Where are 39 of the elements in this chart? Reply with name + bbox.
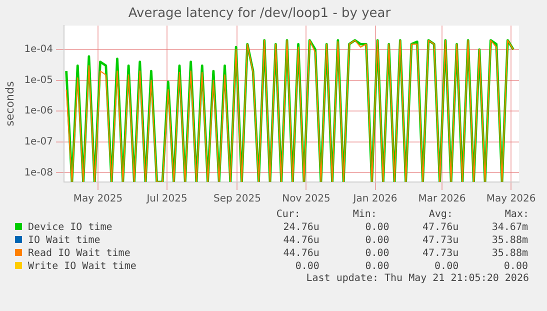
text: 0.00 (364, 221, 390, 234)
y-tick-label: 1e-04 (24, 44, 54, 56)
x-tick-label: Jan 2026 (352, 194, 398, 205)
legend-label: Device IO time (27, 221, 114, 234)
text: 34.67m (490, 221, 529, 234)
text: 44.76u (282, 234, 320, 247)
text: 35.88m (490, 247, 529, 260)
text: 44.76u (282, 247, 320, 260)
text: 0.00 (364, 234, 390, 247)
text: 47.76u (422, 221, 460, 234)
text: 0.00 (502, 260, 529, 273)
text: 0.00 (294, 260, 320, 273)
legend-label: Write IO Wait time (27, 260, 138, 273)
x-tick-label: Sep 2025 (213, 194, 261, 205)
x-tick-label: Jul 2025 (146, 194, 188, 205)
text: Cur: (275, 208, 302, 221)
text: Max: (504, 208, 529, 221)
x-tick-label: May 2025 (73, 194, 123, 205)
text: 0.00 (364, 247, 390, 260)
legend-label: IO Wait time (27, 234, 102, 247)
y-tick-label: 1e-08 (24, 167, 54, 178)
x-tick-label: Mar 2026 (418, 194, 466, 205)
text: 47.73u (422, 247, 460, 260)
x-tick-label: Nov 2025 (282, 194, 330, 205)
text: 0.00 (434, 260, 460, 273)
x-tick-label: May 2026 (486, 194, 536, 205)
legend-label: Read IO Wait time (27, 247, 132, 260)
text: Min: (352, 208, 378, 221)
y-axis-title: seconds (3, 81, 16, 126)
text: 0.00 (364, 260, 390, 273)
text: 24.76u (282, 221, 320, 234)
y-tick-label: 1e-07 (24, 136, 54, 148)
text: Avg: (428, 208, 454, 221)
y-tick-label: 1e-05 (24, 74, 54, 86)
chart-title: Average latency for /dev/loop1 - by year (128, 6, 392, 22)
y-tick-label: 1e-06 (24, 106, 54, 117)
text: Last update: Thu May 21 21:05:20 2026 (305, 273, 529, 284)
text: 35.88m (490, 234, 529, 247)
text: 47.73u (422, 234, 460, 247)
